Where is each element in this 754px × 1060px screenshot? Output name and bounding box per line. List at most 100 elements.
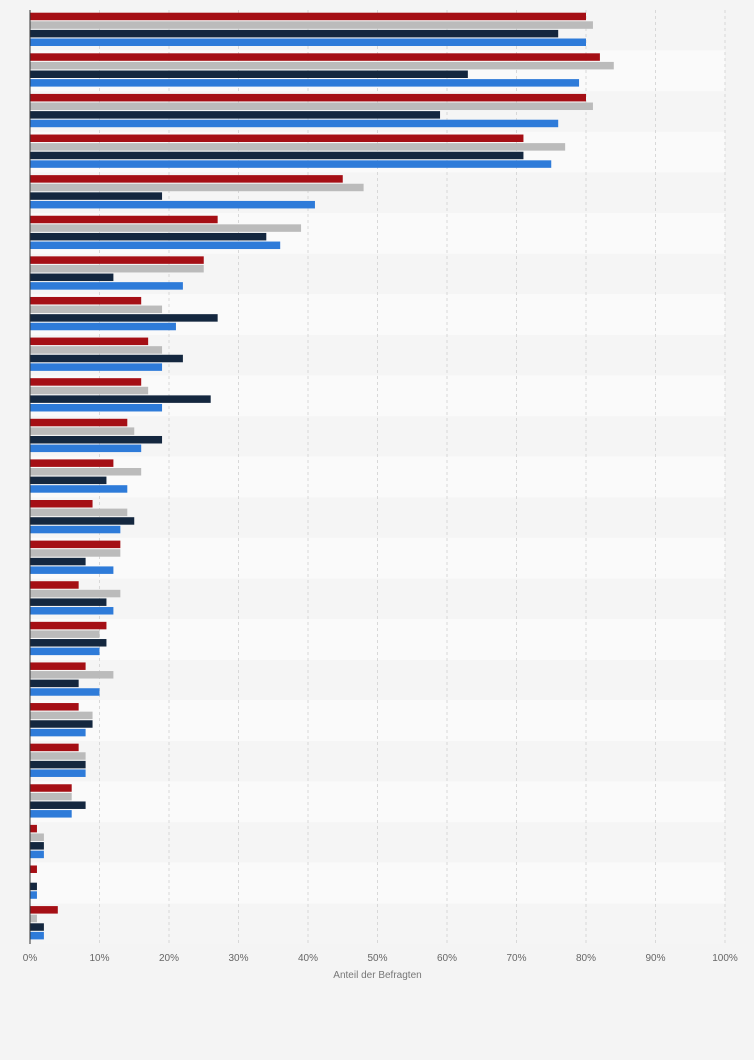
x-tick-label: 10%: [89, 953, 109, 964]
bar: [30, 557, 86, 566]
bar: [30, 703, 79, 711]
bar: [30, 386, 149, 395]
bar: [30, 540, 121, 549]
bar: [30, 906, 58, 914]
bar: [30, 29, 559, 38]
bar: [30, 215, 218, 224]
bar: [30, 314, 218, 322]
bar: [30, 224, 302, 232]
bars: [30, 12, 614, 940]
bar: [30, 175, 343, 183]
bar: [30, 679, 79, 688]
bar: [30, 525, 121, 534]
bar: [30, 850, 44, 859]
bar: [30, 444, 142, 453]
bar: [30, 192, 163, 200]
bar: [30, 427, 135, 435]
bar: [30, 61, 614, 70]
bar: [30, 232, 267, 241]
bar: [30, 53, 600, 61]
x-tick-label: 70%: [506, 953, 526, 964]
bar: [30, 183, 364, 192]
bar: [30, 728, 86, 737]
bar: [30, 476, 107, 485]
bar: [30, 688, 100, 696]
bar: [30, 395, 211, 403]
bar: [30, 923, 44, 931]
bar: [30, 517, 135, 525]
bar: [30, 566, 114, 574]
bar: [30, 508, 128, 517]
bar: [30, 282, 183, 290]
bar: [30, 151, 524, 160]
x-tick-label: 50%: [367, 953, 387, 964]
bar: [30, 38, 586, 46]
bar: [30, 296, 142, 305]
bar: [30, 891, 37, 899]
bar: [30, 119, 559, 128]
bar: [30, 337, 149, 346]
bar: [30, 134, 524, 143]
bar: [30, 418, 128, 427]
bar: [30, 810, 72, 818]
bar: [30, 598, 107, 606]
bar: [30, 346, 163, 354]
bar: [30, 621, 107, 630]
bar: [30, 792, 72, 801]
x-tick-label: 80%: [576, 953, 596, 964]
bar: [30, 760, 86, 769]
x-tick-label: 40%: [298, 953, 318, 964]
x-tick-label: 90%: [645, 953, 665, 964]
bar: [30, 459, 114, 467]
x-tick-label: 100%: [712, 953, 738, 964]
x-tick-label: 20%: [159, 953, 179, 964]
bar: [30, 79, 580, 87]
x-tick-label: 0%: [23, 953, 38, 964]
bar: [30, 93, 586, 102]
x-tick-label: 30%: [228, 953, 248, 964]
bar: [30, 607, 114, 615]
bar: [30, 12, 586, 21]
bar: [30, 435, 163, 444]
bar: [30, 743, 79, 752]
bar: [30, 363, 163, 371]
bar: [30, 752, 86, 760]
bar: [30, 824, 37, 833]
bar: [30, 842, 44, 850]
bar: [30, 865, 37, 873]
bar: [30, 241, 281, 250]
bar: [30, 833, 44, 841]
bar: [30, 914, 37, 923]
bar: [30, 111, 441, 119]
bar: [30, 378, 142, 386]
bar: [30, 671, 114, 679]
bar: [30, 882, 37, 891]
bar: [30, 549, 121, 557]
bar: [30, 21, 593, 29]
bar: [30, 102, 593, 111]
bar: [30, 305, 163, 314]
bar: [30, 801, 86, 809]
bar: [30, 931, 44, 940]
bar: [30, 500, 93, 508]
bar: [30, 662, 86, 670]
x-axis-title: Anteil der Befragten: [333, 970, 421, 981]
x-tick-labels: 0% 10% 20% 30% 40% 50% 60% 70% 80% 90% 100%: [23, 953, 738, 964]
bar: [30, 784, 72, 792]
bar: [30, 711, 93, 720]
bar: [30, 639, 107, 647]
bar: [30, 403, 163, 412]
bar: [30, 273, 114, 282]
bar: [30, 467, 142, 476]
bar: [30, 160, 552, 168]
bar: [30, 322, 176, 331]
bar: [30, 485, 128, 493]
bar: [30, 70, 468, 79]
bar: [30, 769, 86, 777]
bar: [30, 647, 100, 656]
bar: [30, 264, 204, 273]
bar: [30, 200, 315, 209]
bar: [30, 143, 566, 151]
bar: [30, 630, 100, 638]
